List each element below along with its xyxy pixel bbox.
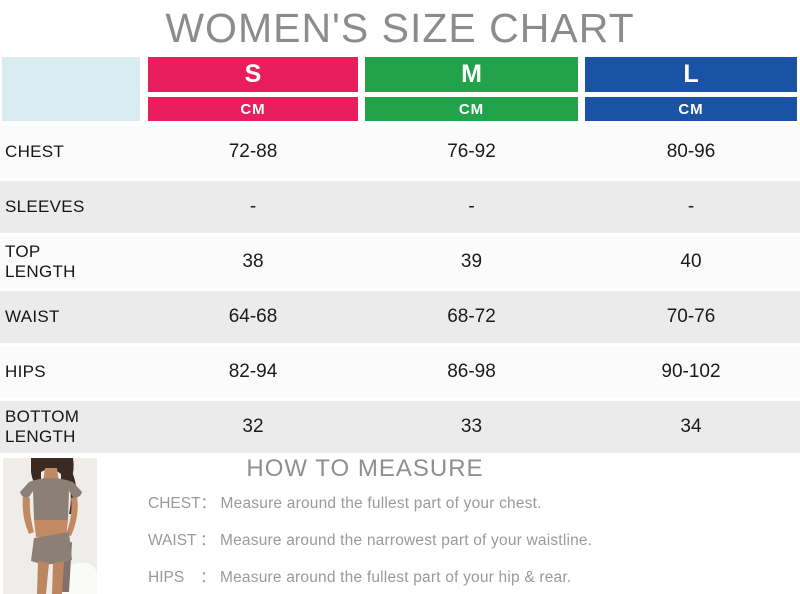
measure-label: CHEST bbox=[148, 495, 201, 512]
cell-value: 33 bbox=[460, 416, 483, 437]
measure-text: Measure around the fullest part of your … bbox=[220, 569, 572, 586]
size-table-body: CHEST 72-88 76-92 80-96 SLEEVES - - - TOP LENGTH… bbox=[0, 126, 800, 456]
cell-value: 32 bbox=[242, 416, 264, 437]
measure-label: WAIST bbox=[148, 532, 197, 549]
unit-header-s: CM bbox=[148, 97, 358, 121]
size-header-m: M bbox=[365, 57, 578, 92]
measure-colon: ： bbox=[200, 532, 216, 549]
cell-value: 34 bbox=[680, 416, 702, 437]
table-row-bottom-length: BOTTOM LENGTH 32 33 34 bbox=[0, 401, 800, 453]
cell-value: 68-72 bbox=[447, 306, 496, 327]
cell-value: 72-88 bbox=[228, 141, 278, 162]
cell-value: 40 bbox=[680, 251, 702, 272]
cell-value: 39 bbox=[460, 251, 483, 272]
table-corner-cell bbox=[2, 57, 140, 121]
cell-value: - bbox=[249, 196, 257, 217]
row-label: BOTTOM LENGTH bbox=[5, 406, 80, 446]
size-header-l: L bbox=[585, 57, 797, 92]
row-label: WAIST bbox=[5, 306, 60, 326]
cell-value: 76-92 bbox=[447, 141, 496, 162]
how-to-measure-section: HOW TO MEASURE CHEST： Measure around the … bbox=[100, 455, 630, 594]
cell-value: 64-68 bbox=[228, 306, 278, 327]
table-row-waist: WAIST 64-68 68-72 70-76 bbox=[0, 291, 800, 343]
measure-colon: ： bbox=[200, 569, 216, 586]
table-row-chest: CHEST 72-88 76-92 80-96 bbox=[0, 126, 800, 178]
size-header-bands: S M L CM CM CM bbox=[148, 57, 797, 121]
measure-line-chest: CHEST： Measure around the fullest part of… bbox=[100, 491, 630, 513]
measure-text: Measure around the fullest part of your … bbox=[220, 495, 542, 512]
row-label: HIPS bbox=[5, 361, 46, 381]
cell-value: - bbox=[687, 196, 695, 217]
cell-value: 70-76 bbox=[666, 306, 716, 327]
measure-line-waist: WAIST： Measure around the narrowest part … bbox=[100, 528, 630, 550]
page-title: WOMEN'S SIZE CHART bbox=[165, 5, 635, 51]
row-label: TOP LENGTH bbox=[5, 241, 76, 281]
unit-header-l: CM bbox=[585, 97, 797, 121]
cell-value: 86-98 bbox=[447, 361, 496, 382]
cell-value: 80-96 bbox=[666, 141, 716, 162]
measure-colon: ： bbox=[200, 495, 217, 512]
cell-value: 38 bbox=[242, 251, 264, 272]
measure-instructions: CHEST： Measure around the fullest part of… bbox=[100, 491, 630, 587]
size-header-s: S bbox=[148, 57, 358, 92]
cell-value: - bbox=[468, 196, 475, 217]
table-row-sleeves: SLEEVES - - - bbox=[0, 181, 800, 233]
measure-line-hips: HIPS ： Measure around the fullest part of … bbox=[100, 565, 630, 587]
table-row-top-length: TOP LENGTH 38 39 40 bbox=[0, 236, 800, 288]
row-label: CHEST bbox=[5, 141, 65, 161]
unit-header-m: CM bbox=[365, 97, 578, 121]
table-row-hips: HIPS 82-94 86-98 90-102 bbox=[0, 346, 800, 398]
row-label: SLEEVES bbox=[5, 196, 85, 216]
measure-text: Measure around the narrowest part of you… bbox=[220, 532, 593, 549]
cell-value: 82-94 bbox=[228, 361, 278, 382]
measure-title: HOW TO MEASURE bbox=[246, 455, 484, 482]
cell-value: 90-102 bbox=[661, 361, 721, 382]
measure-label: HIPS bbox=[148, 569, 185, 586]
model-photo bbox=[3, 458, 97, 594]
